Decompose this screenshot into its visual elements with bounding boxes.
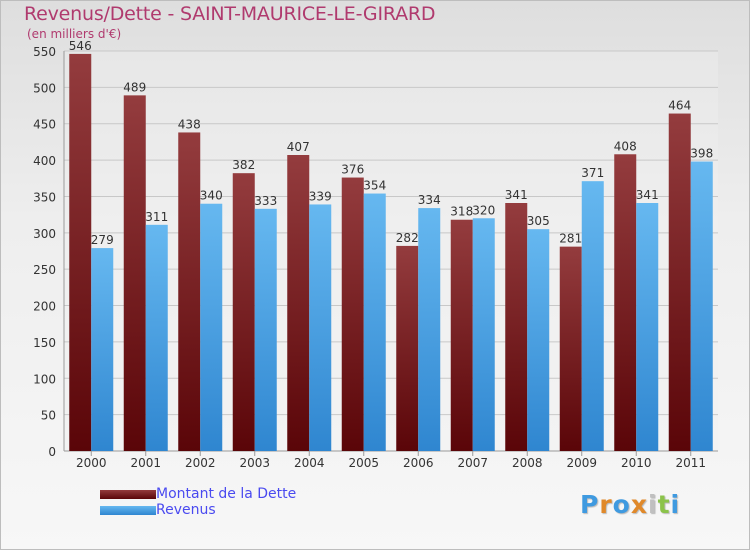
- x-tick-label: 2007: [457, 456, 488, 470]
- bar-revenue: [690, 161, 713, 451]
- plot-area: [64, 51, 718, 451]
- bar-revenue: [200, 203, 223, 451]
- y-tick-label: 100: [33, 372, 56, 386]
- x-tick-label: 2002: [185, 456, 216, 470]
- x-tick-label: 2010: [621, 456, 652, 470]
- bar-debt: [614, 154, 637, 452]
- legend-swatch-revenue: [100, 505, 156, 515]
- y-tick-label: 250: [33, 263, 56, 277]
- proxiti-logo: Proxiti: [580, 490, 681, 519]
- bar-revenue: [254, 208, 277, 451]
- y-tick-label: 150: [33, 336, 56, 350]
- x-tick-label: 2005: [348, 456, 379, 470]
- data-label-revenue: 371: [581, 166, 604, 180]
- data-label-debt: 318: [450, 205, 473, 219]
- data-label-revenue: 340: [200, 189, 223, 203]
- legend-item-debt: Montant de la Dette: [100, 486, 296, 502]
- data-label-revenue: 311: [145, 210, 168, 224]
- bar-debt: [341, 177, 364, 451]
- y-tick-label: 300: [33, 227, 56, 241]
- legend-swatch-debt: [100, 489, 156, 499]
- data-label-revenue: 305: [527, 214, 550, 228]
- y-tick-label: 500: [33, 81, 56, 95]
- data-label-revenue: 354: [363, 179, 386, 193]
- x-tick-label: 2008: [512, 456, 543, 470]
- data-label-debt: 489: [123, 80, 146, 94]
- x-tick-label: 2001: [130, 456, 161, 470]
- data-label-revenue: 334: [418, 193, 441, 207]
- x-tick-label: 2000: [76, 456, 107, 470]
- y-tick-label: 50: [41, 409, 56, 423]
- data-label-debt: 376: [341, 163, 364, 177]
- x-tick-label: 2003: [239, 456, 270, 470]
- x-tick-label: 2009: [566, 456, 597, 470]
- bar-debt: [450, 219, 473, 451]
- y-tick-label: 200: [33, 300, 56, 314]
- data-label-revenue: 339: [309, 189, 332, 203]
- chart-legend: Montant de la Dette Revenus: [100, 486, 296, 518]
- bar-revenue: [363, 193, 386, 451]
- bar-debt: [505, 203, 528, 451]
- y-tick-label: 400: [33, 154, 56, 168]
- data-label-debt: 341: [505, 188, 528, 202]
- bar-revenue: [309, 204, 332, 451]
- data-label-debt: 382: [232, 158, 255, 172]
- x-tick-label: 2004: [294, 456, 325, 470]
- bar-debt: [232, 173, 255, 451]
- bar-debt: [559, 246, 582, 451]
- data-label-revenue: 279: [91, 233, 114, 247]
- data-label-debt: 282: [396, 231, 419, 245]
- bar-debt: [668, 113, 691, 451]
- bar-revenue: [91, 248, 114, 451]
- data-label-debt: 464: [668, 99, 691, 113]
- data-label-debt: 281: [559, 232, 582, 246]
- data-label-debt: 408: [614, 139, 637, 153]
- chart-title: Revenus/Dette - SAINT-MAURICE-LE-GIRARD: [24, 3, 436, 25]
- y-tick-label: 350: [33, 190, 56, 204]
- legend-item-revenue: Revenus: [100, 502, 296, 518]
- data-label-revenue: 333: [254, 194, 277, 208]
- bar-debt: [178, 132, 201, 452]
- x-tick-label: 2006: [403, 456, 434, 470]
- y-tick-label: 0: [48, 445, 56, 459]
- chart-subtitle: (en milliers d'€): [27, 27, 122, 41]
- bar-revenue: [636, 203, 659, 451]
- data-label-debt: 546: [69, 39, 92, 53]
- bar-debt: [69, 53, 92, 452]
- bar-revenue: [145, 224, 168, 451]
- bar-debt: [396, 245, 419, 451]
- bar-revenue: [418, 208, 441, 451]
- legend-label-revenue: Revenus: [156, 502, 216, 518]
- data-label-revenue: 341: [636, 188, 659, 202]
- legend-label-debt: Montant de la Dette: [156, 486, 297, 502]
- data-label-revenue: 398: [690, 147, 713, 161]
- x-tick-label: 2011: [675, 456, 706, 470]
- data-label-revenue: 320: [472, 203, 495, 217]
- bar-revenue: [472, 218, 495, 451]
- y-tick-label: 550: [33, 45, 56, 59]
- bar-debt: [123, 95, 146, 451]
- bar-revenue: [527, 229, 550, 451]
- bar-revenue: [581, 181, 604, 451]
- data-label-debt: 407: [287, 140, 310, 154]
- data-label-debt: 438: [178, 117, 201, 131]
- y-tick-label: 450: [33, 118, 56, 132]
- bar-debt: [287, 155, 310, 451]
